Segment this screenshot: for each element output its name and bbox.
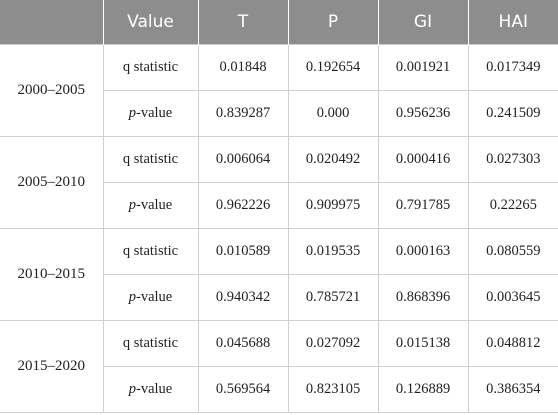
row-label: p-value <box>103 366 199 413</box>
period-cell: 2015–2020 <box>0 320 104 413</box>
table-row: p-value 0.962226 0.909975 0.791785 0.22265 <box>0 182 558 229</box>
value-cell: 0.048812 <box>467 320 558 367</box>
row-label: p-value <box>103 90 199 137</box>
period-cell: 2010–2015 <box>0 228 104 321</box>
value-cell: 0.045688 <box>197 320 289 367</box>
header-row: Value T P GI HAI <box>0 0 558 45</box>
value-cell: 0.017349 <box>467 44 558 91</box>
row-label: q statistic <box>102 228 199 275</box>
value-cell: 0.010589 <box>197 228 289 275</box>
value-cell: 0.962226 <box>197 182 289 229</box>
period-cell: 2005–2010 <box>0 136 104 229</box>
header-cell: Value <box>102 0 198 45</box>
value-cell: 0.027303 <box>467 136 558 183</box>
value-cell: 0.019535 <box>287 228 379 275</box>
row-label: q statistic <box>102 136 199 183</box>
value-cell: 0.020492 <box>287 136 379 183</box>
value-cell: 0.01848 <box>197 44 289 91</box>
header-cell <box>0 0 103 45</box>
period-cell: 2000–2005 <box>0 44 104 137</box>
value-cell: 0.003645 <box>467 274 558 321</box>
table-row: 2000–2005 q statistic 0.01848 0.192654 0.001… <box>0 44 558 137</box>
header-cell: P <box>287 0 378 45</box>
value-cell: 0.22265 <box>467 182 558 229</box>
table-body: 2000–2005 q statistic 0.01848 0.192654 0.001… <box>0 44 558 413</box>
value-cell: 0.000163 <box>377 228 469 275</box>
value-cell: 0.001921 <box>377 44 469 91</box>
value-cell: 0.241509 <box>467 90 558 137</box>
table-row: 2005–2010 q statistic 0.006064 0.020492 0.00… <box>0 136 558 229</box>
value-cell: 0.956236 <box>377 90 469 137</box>
value-cell: 0.027092 <box>287 320 379 367</box>
value-cell: 0.940342 <box>197 274 289 321</box>
row-label: p-value <box>103 182 199 229</box>
value-cell: 0.080559 <box>467 228 558 275</box>
value-cell: 0.000 <box>287 90 379 137</box>
value-cell: 0.785721 <box>287 274 379 321</box>
value-cell: 0.192654 <box>287 44 379 91</box>
value-cell: 0.909975 <box>287 182 379 229</box>
value-cell: 0.386354 <box>467 366 558 413</box>
value-cell: 0.006064 <box>197 136 289 183</box>
row-label: q statistic <box>102 44 199 91</box>
header-cell: GI <box>377 0 468 45</box>
header-cell: HAI <box>467 0 558 45</box>
value-cell: 0.015138 <box>377 320 469 367</box>
value-cell: 0.569564 <box>197 366 289 413</box>
value-cell: 0.126889 <box>377 366 469 413</box>
table-row: p-value 0.839287 0.000 0.956236 0.241509 <box>0 90 558 137</box>
header-cell: T <box>197 0 288 45</box>
row-label: p-value <box>103 274 199 321</box>
table-row: 2010–2015 q statistic 0.010589 0.019535 0.00… <box>0 228 558 321</box>
row-label: q statistic <box>102 320 199 367</box>
value-cell: 0.000416 <box>377 136 469 183</box>
value-cell: 0.791785 <box>377 182 469 229</box>
table-row: p-value 0.569564 0.823105 0.126889 0.386354 <box>0 366 558 413</box>
value-cell: 0.868396 <box>377 274 469 321</box>
table-row: 2015–2020 q statistic 0.045688 0.027092 0.01… <box>0 320 558 413</box>
value-cell: 0.839287 <box>197 90 289 137</box>
value-cell: 0.823105 <box>287 366 379 413</box>
